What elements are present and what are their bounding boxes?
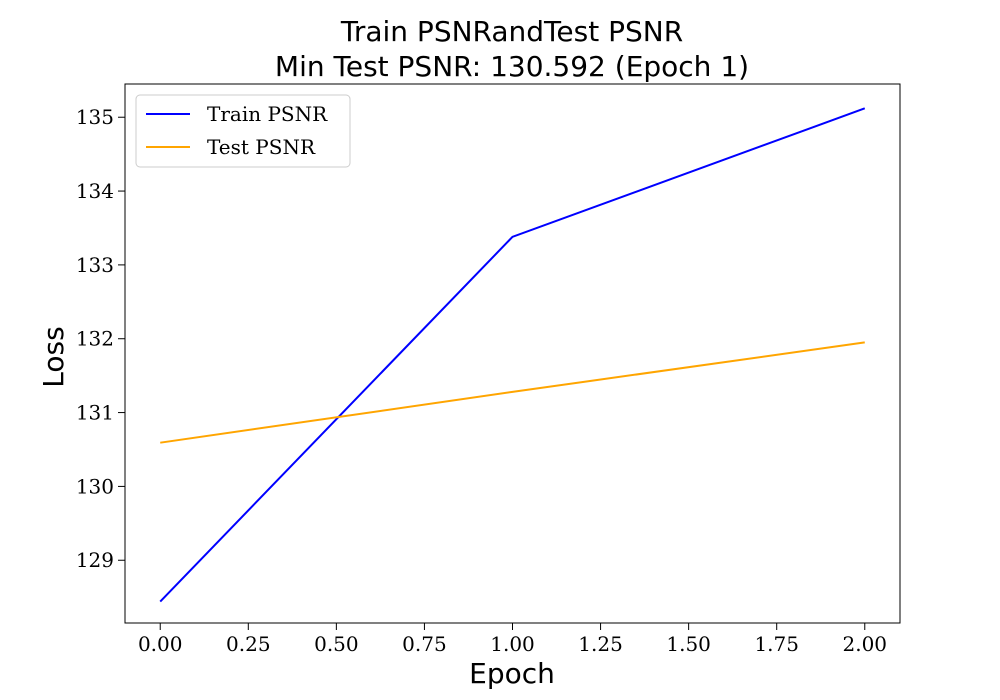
y-tick-label: 129 xyxy=(76,548,114,572)
x-axis-label: Epoch xyxy=(469,657,555,690)
chart-subtitle: Min Test PSNR: 130.592 (Epoch 1) xyxy=(275,50,749,83)
chart-title: Train PSNRandTest PSNR xyxy=(340,15,683,48)
x-tick-label: 0.00 xyxy=(138,632,183,656)
y-tick-label: 135 xyxy=(76,105,114,129)
x-tick-label: 2.00 xyxy=(843,632,888,656)
y-axis: 129 130 131 132 133 134 135 xyxy=(76,105,125,572)
y-axis-label: Loss xyxy=(37,326,70,387)
y-tick-label: 132 xyxy=(76,327,114,351)
x-tick-label: 1.25 xyxy=(578,632,623,656)
x-tick-label: 0.25 xyxy=(226,632,271,656)
x-tick-label: 0.50 xyxy=(314,632,359,656)
legend: Train PSNR Test PSNR xyxy=(135,94,351,168)
x-tick-label: 0.75 xyxy=(402,632,447,656)
x-tick-label: 1.00 xyxy=(490,632,535,656)
x-tick-label: 1.75 xyxy=(754,632,799,656)
legend-label-train-psnr: Train PSNR xyxy=(207,102,328,126)
series-layer xyxy=(159,107,866,603)
y-tick-label: 130 xyxy=(76,474,114,498)
y-tick-label: 134 xyxy=(76,179,114,203)
x-tick-label: 1.50 xyxy=(666,632,711,656)
y-tick-label: 131 xyxy=(76,401,114,425)
legend-label-test-psnr: Test PSNR xyxy=(207,135,316,159)
y-tick-label: 133 xyxy=(76,253,114,277)
x-axis: 0.00 0.25 0.50 0.75 1.00 1.25 1.50 1.75 2.00 xyxy=(138,623,887,656)
